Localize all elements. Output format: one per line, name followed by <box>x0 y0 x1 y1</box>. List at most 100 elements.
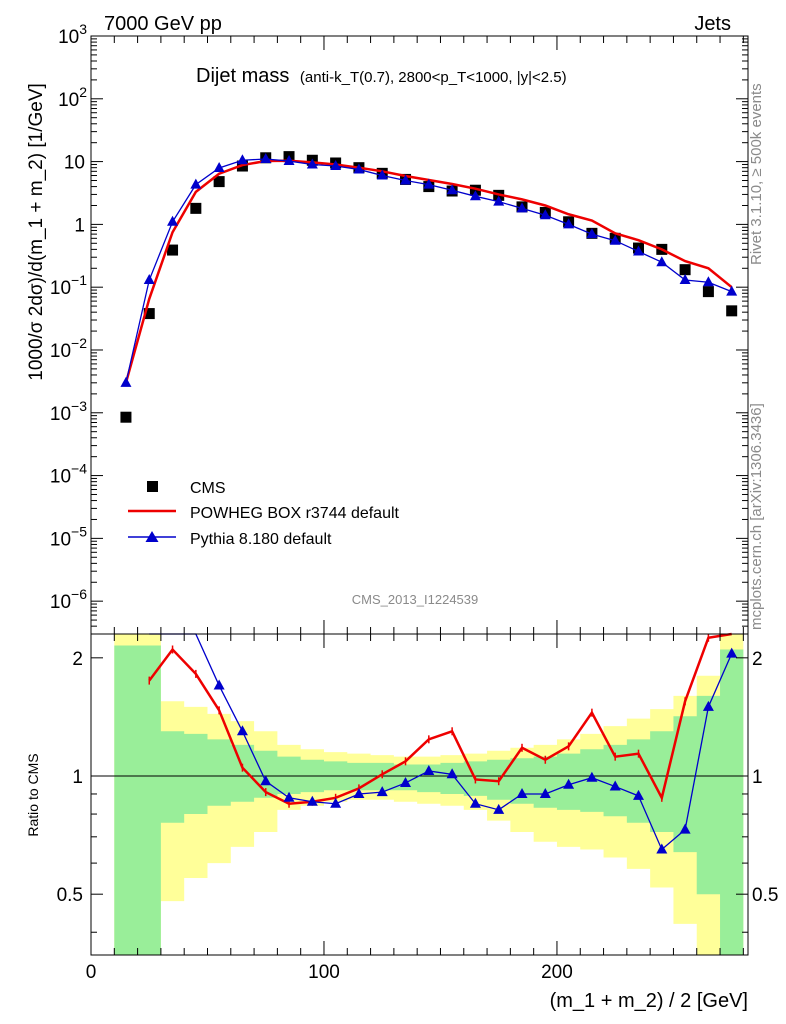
tick-base: 10 <box>50 278 71 299</box>
ratio-point-pythia <box>609 780 621 791</box>
ratio-point-pythia <box>493 803 505 814</box>
data-point-pythia <box>539 209 551 220</box>
ratio-y-tick-label-right: 0.5 <box>752 885 778 906</box>
data-point-cms <box>469 184 481 196</box>
data-line-pythia <box>125 158 732 383</box>
legend-marker-pythia <box>145 531 159 542</box>
ratio-point-pythia <box>563 778 575 789</box>
data-point-pythia <box>376 169 388 180</box>
tick-base: 10 <box>50 467 71 488</box>
legend-label-cms: CMS <box>190 480 226 497</box>
data-point-pythia <box>679 274 691 285</box>
tick-base: 10 <box>50 529 71 550</box>
main-y-axis-label: 1000/σ 2dσ)/d(m_1 + m_2) [1/GeV] <box>26 83 47 381</box>
tick-base: 10 <box>50 592 71 613</box>
data-point-pythia <box>469 190 481 201</box>
data-point-pythia <box>633 245 644 256</box>
data-point-pythia <box>563 218 575 229</box>
rivet-version-label: Rivet 3.1.10, ≥ 500k events <box>748 83 765 265</box>
data-point-pythia <box>143 274 155 285</box>
tick-exponent: 2 <box>79 84 87 100</box>
ratio-point-pythia <box>283 791 295 802</box>
data-point-pythia <box>353 163 365 174</box>
ratio-point-pythia <box>376 786 388 797</box>
data-point-pythia <box>306 158 318 169</box>
legend-label-powheg: POWHEG BOX r3744 default <box>190 505 400 522</box>
data-point-pythia <box>446 184 458 195</box>
ratio-point-pythia <box>330 797 342 808</box>
ratio-point-pythia <box>539 787 551 798</box>
x-tick-label: 200 <box>541 962 573 983</box>
data-point-cms <box>167 244 179 256</box>
tick-base: 10 <box>58 90 79 111</box>
tick-base: 10 <box>50 404 71 425</box>
ratio-point-pythia <box>400 776 412 787</box>
data-point-pythia <box>190 178 202 189</box>
data-point-pythia <box>586 228 598 239</box>
ratio-panel: 0 100 200 0.5 0.5 1 1 2 2 <box>57 632 778 983</box>
data-point-pythia <box>213 162 225 173</box>
tick-exponent: −3 <box>71 398 87 414</box>
data-point-cms <box>190 202 202 214</box>
x-tick-label: 0 <box>86 962 97 983</box>
x-tick-label: 100 <box>308 962 340 983</box>
main-y-tick-label: 10−1 <box>50 272 87 299</box>
data-point-pythia <box>283 155 295 166</box>
ratio-point-pythia <box>469 797 481 808</box>
header-left-label: 7000 GeV pp <box>104 13 222 35</box>
tick-exponent: −5 <box>71 523 87 539</box>
main-y-tick-label: 10 <box>64 153 85 174</box>
ratio-line-pythia <box>149 633 733 851</box>
ratio-line-powheg <box>148 632 732 805</box>
data-point-cms <box>213 176 225 188</box>
ratio-point-pythia <box>213 679 225 690</box>
data-point-pythia <box>260 152 272 163</box>
legend-label-pythia: Pythia 8.180 default <box>190 531 332 548</box>
mcplots-label: mcplots.cern.ch [arXiv:1306.3436] <box>748 403 765 630</box>
ratio-y-tick-label-left: 1 <box>72 767 83 788</box>
ratio-point-pythia <box>679 823 691 834</box>
ratio-y-tick-label-left: 2 <box>72 649 83 670</box>
data-point-pythia <box>120 376 132 387</box>
ratio-band-yellow <box>114 634 744 955</box>
data-point-pythia <box>726 285 738 296</box>
main-title-name: Dijet mass <box>196 65 289 87</box>
data-point-pythia <box>236 154 248 165</box>
x-axis-label: (m_1 + m_2) / 2 [GeV] <box>550 990 748 1012</box>
ratio-point-pythia <box>586 771 598 782</box>
ratio-point-pythia <box>236 725 248 736</box>
main-y-tick-label: 10−3 <box>50 398 87 425</box>
tick-exponent: 3 <box>79 21 87 37</box>
ratio-point-pythia <box>260 775 272 786</box>
ratio-point-pythia <box>423 764 435 775</box>
tick-exponent: −2 <box>71 335 87 351</box>
data-point-pythia <box>167 215 179 226</box>
main-title-detail: (anti-k_T(0.7), 2800<p_T<1000, |y|<2.5) <box>300 69 567 86</box>
legend-marker-cms <box>147 481 158 492</box>
data-point-pythia <box>702 276 714 287</box>
ratio-point-pythia <box>633 789 644 800</box>
main-y-tick-label: 1 <box>74 215 85 236</box>
ratio-point-pythia <box>656 843 668 854</box>
ratio-y-axis-label: Ratio to CMS <box>25 753 41 836</box>
tick-exponent: −1 <box>71 272 87 288</box>
main-y-tick-label: 103 <box>58 21 87 48</box>
tick-exponent: −6 <box>71 586 87 602</box>
ratio-point-pythia <box>353 787 365 798</box>
legend: CMS POWHEG BOX r3744 default Pythia 8.18… <box>128 480 400 548</box>
ratio-point-pythia <box>446 768 458 779</box>
main-title: Dijet mass (anti-k_T(0.7), 2800<p_T<1000… <box>196 65 567 87</box>
data-point-pythia <box>400 174 412 185</box>
data-line-powheg <box>124 159 733 384</box>
main-y-tick-label: 10−6 <box>50 586 87 613</box>
main-y-tick-label: 10−5 <box>50 523 87 550</box>
tick-exponent: −4 <box>71 461 87 477</box>
ratio-point-pythia <box>306 795 318 806</box>
data-point-pythia <box>609 234 621 245</box>
ratio-frame <box>90 633 749 956</box>
data-point-cms <box>120 411 132 423</box>
tick-base: 10 <box>58 27 79 48</box>
ratio-point-pythia <box>702 700 714 711</box>
data-point-pythia <box>493 195 505 206</box>
